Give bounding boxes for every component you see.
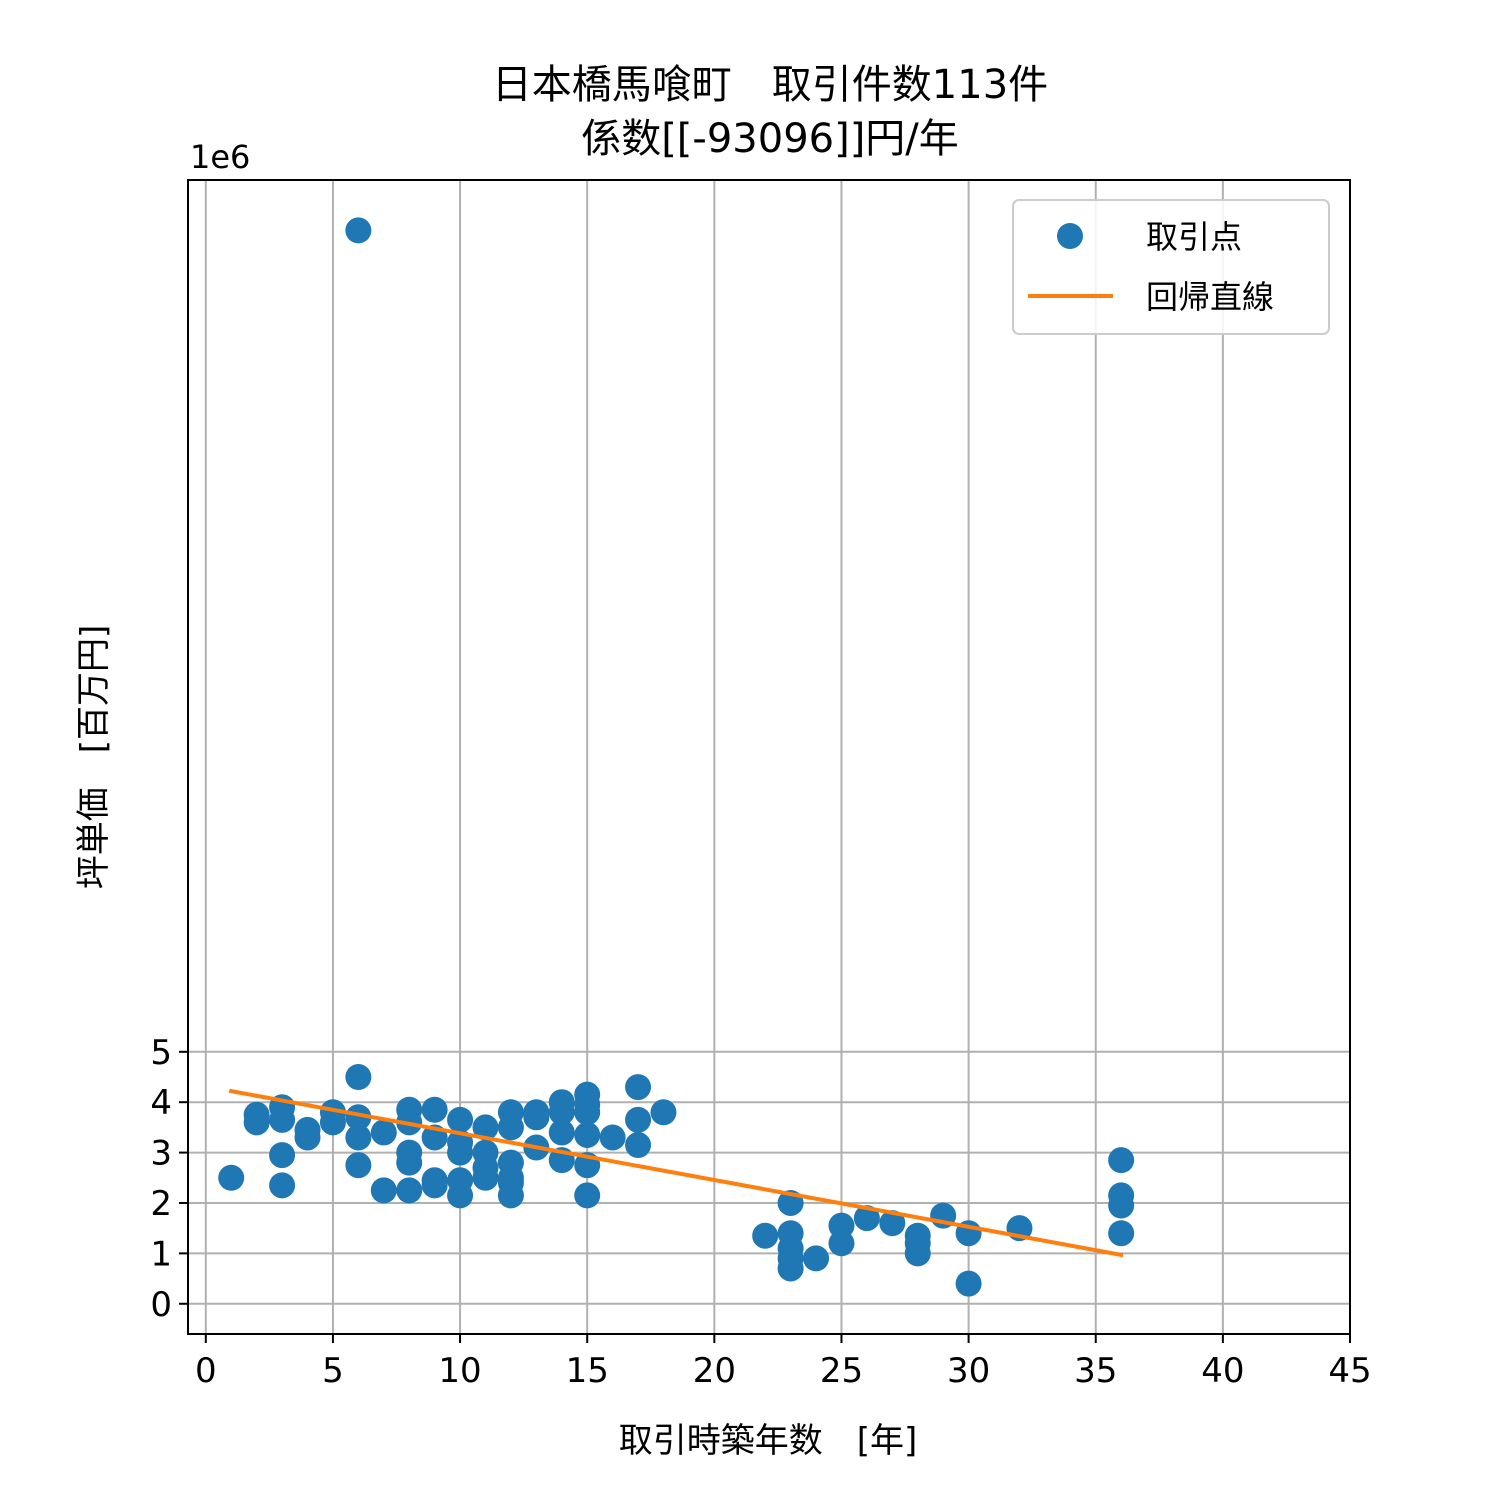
y-axis: 0 1 2 3 4 5 [150, 1033, 188, 1325]
data-point [345, 1063, 372, 1090]
data-point [269, 1142, 296, 1169]
data-point [319, 1109, 346, 1136]
y-tick-label: 0 [150, 1285, 172, 1325]
data-point [625, 1132, 652, 1159]
data-point [574, 1121, 601, 1148]
x-tick-label: 0 [195, 1351, 217, 1391]
x-tick-label: 30 [947, 1351, 990, 1391]
data-point [955, 1270, 982, 1297]
y-tick-label: 4 [150, 1083, 172, 1123]
y-tick-label: 5 [150, 1033, 172, 1073]
data-point [269, 1172, 296, 1199]
data-point [421, 1172, 448, 1199]
data-point [447, 1139, 474, 1166]
x-tick-label: 45 [1328, 1351, 1371, 1391]
data-point [828, 1230, 855, 1257]
legend-marker-points [1057, 223, 1083, 249]
data-point [1108, 1147, 1135, 1174]
legend: 取引点 回帰直線 [1012, 199, 1330, 335]
regression-line [228, 1088, 1124, 1258]
x-axis-label: 取引時築年数 [年] [619, 1421, 918, 1461]
data-point [269, 1106, 296, 1133]
data-point [472, 1164, 499, 1191]
data-point [904, 1240, 931, 1267]
data-point [396, 1177, 423, 1204]
data-point [574, 1182, 601, 1209]
x-tick-label: 5 [322, 1351, 344, 1391]
data-point [447, 1182, 474, 1209]
data-point [803, 1245, 830, 1272]
data-point [472, 1114, 499, 1141]
data-point [421, 1096, 448, 1123]
data-point [345, 1152, 372, 1179]
data-point [345, 1124, 372, 1151]
data-point [243, 1109, 270, 1136]
x-tick-label: 20 [693, 1351, 736, 1391]
y-tick-label: 2 [150, 1184, 172, 1224]
x-tick-label: 40 [1201, 1351, 1244, 1391]
data-point [447, 1106, 474, 1133]
y-axis-label: 坪単価 [百万円] [74, 625, 114, 890]
data-point [345, 217, 372, 244]
x-tick-label: 25 [820, 1351, 863, 1391]
data-point [218, 1164, 245, 1191]
data-point [599, 1124, 626, 1151]
plot-area [187, 179, 1351, 1335]
data-point [650, 1099, 677, 1126]
legend-label-line: 回帰直線 [1146, 278, 1274, 316]
y-offset-label: 1e6 [190, 138, 250, 176]
series-layer [218, 217, 1135, 1297]
data-point [853, 1205, 880, 1232]
plot-frame [187, 179, 1351, 1335]
data-point [370, 1177, 397, 1204]
data-point [777, 1255, 804, 1282]
data-point [370, 1119, 397, 1146]
data-point [1108, 1220, 1135, 1247]
x-tick-label: 10 [438, 1351, 481, 1391]
data-point [1108, 1192, 1135, 1219]
x-axis: 0 5 10 15 20 25 30 35 40 45 [195, 1334, 1372, 1391]
data-point [497, 1169, 524, 1196]
x-tick-label: 35 [1074, 1351, 1117, 1391]
chart-title: 日本橋馬喰町 取引件数113件 [492, 62, 1048, 108]
data-point [879, 1210, 906, 1237]
data-point [345, 1104, 372, 1131]
data-point [497, 1114, 524, 1141]
data-point [523, 1104, 550, 1131]
data-point [574, 1099, 601, 1126]
x-tick-label: 15 [566, 1351, 609, 1391]
data-point [548, 1119, 575, 1146]
data-point [752, 1222, 779, 1249]
legend-box [1012, 199, 1330, 335]
data-point [548, 1099, 575, 1126]
data-point [625, 1074, 652, 1101]
data-point [396, 1149, 423, 1176]
y-tick-label: 1 [150, 1234, 172, 1274]
data-point [294, 1124, 321, 1151]
legend-label-points: 取引点 [1146, 218, 1242, 256]
data-point [625, 1106, 652, 1133]
chart-subtitle: 係数[[-93096]]円/年 [581, 116, 959, 162]
y-tick-label: 3 [150, 1134, 172, 1174]
